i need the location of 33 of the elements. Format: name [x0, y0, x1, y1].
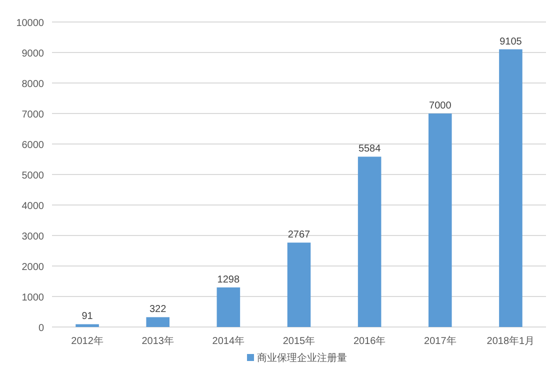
bar	[216, 287, 240, 327]
data-label: 2767	[288, 230, 311, 241]
x-tick-label: 2017年	[424, 335, 456, 347]
bar	[358, 156, 382, 327]
bar	[146, 317, 170, 327]
bar	[287, 242, 311, 327]
data-label: 9105	[500, 36, 522, 48]
y-tick-label: 4000	[22, 201, 44, 212]
x-tick-label: 2015年	[282, 335, 316, 347]
y-tick-label: 3000	[22, 232, 44, 242]
y-tick-label: 9000	[22, 48, 44, 60]
data-label: 7000	[429, 100, 452, 112]
y-tick-label: 2000	[22, 262, 44, 273]
bar	[499, 49, 522, 327]
data-label: 91	[82, 311, 94, 322]
y-tick-label: 6000	[22, 140, 44, 151]
bar	[428, 114, 452, 327]
y-tick-label: 7000	[22, 110, 44, 120]
bar	[76, 324, 99, 327]
y-tick-label: 8000	[22, 79, 44, 90]
legend-label: 商业保理企业注册量	[257, 352, 347, 364]
y-tick-label: 10000	[16, 18, 44, 29]
data-label: 1298	[217, 274, 240, 286]
x-tick-label: 2018年1月	[486, 335, 535, 347]
y-tick-label: 0	[38, 323, 44, 334]
y-tick-label: 1000	[22, 292, 44, 304]
y-tick-label: 5000	[22, 170, 44, 182]
x-tick-label: 2014年	[212, 335, 245, 347]
x-tick-label: 2016年	[353, 335, 386, 347]
x-tick-label: 2012年	[71, 335, 104, 347]
data-label: 322	[150, 304, 167, 316]
data-label: 5584	[358, 144, 382, 155]
x-tick-label: 2013年	[142, 335, 174, 347]
